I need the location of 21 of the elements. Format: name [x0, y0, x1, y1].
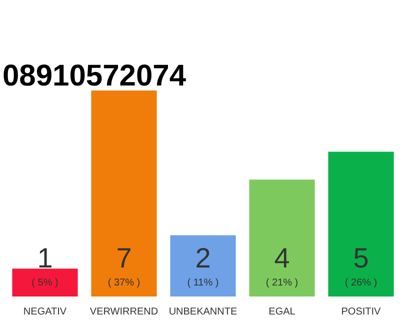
data-label: ( 26% )	[344, 277, 378, 288]
data-label: ( 11% )	[187, 277, 219, 288]
bar	[12, 268, 78, 296]
annotation: 5	[353, 242, 369, 274]
annotation: 7	[116, 242, 132, 274]
annotation: 2	[195, 242, 211, 274]
annotation: 4	[274, 242, 290, 274]
x-tick-label: EGAL	[268, 306, 296, 318]
chart-title: 08910572074	[2, 60, 186, 92]
data-label: ( 37% )	[108, 277, 140, 288]
bar	[328, 152, 394, 296]
x-tick-label: VERWIRREND	[90, 306, 158, 318]
x-tick-label: NEGATIV	[23, 306, 67, 318]
bar	[249, 180, 315, 296]
annotation: 1	[37, 242, 53, 274]
bar	[170, 235, 236, 296]
x-tick-label: POSITIV	[341, 306, 382, 318]
bar	[91, 90, 157, 296]
data-label: ( 21% )	[266, 277, 298, 288]
x-tick-label: UNBEKANNTE	[168, 306, 238, 318]
data-label: ( 5% )	[32, 277, 58, 288]
